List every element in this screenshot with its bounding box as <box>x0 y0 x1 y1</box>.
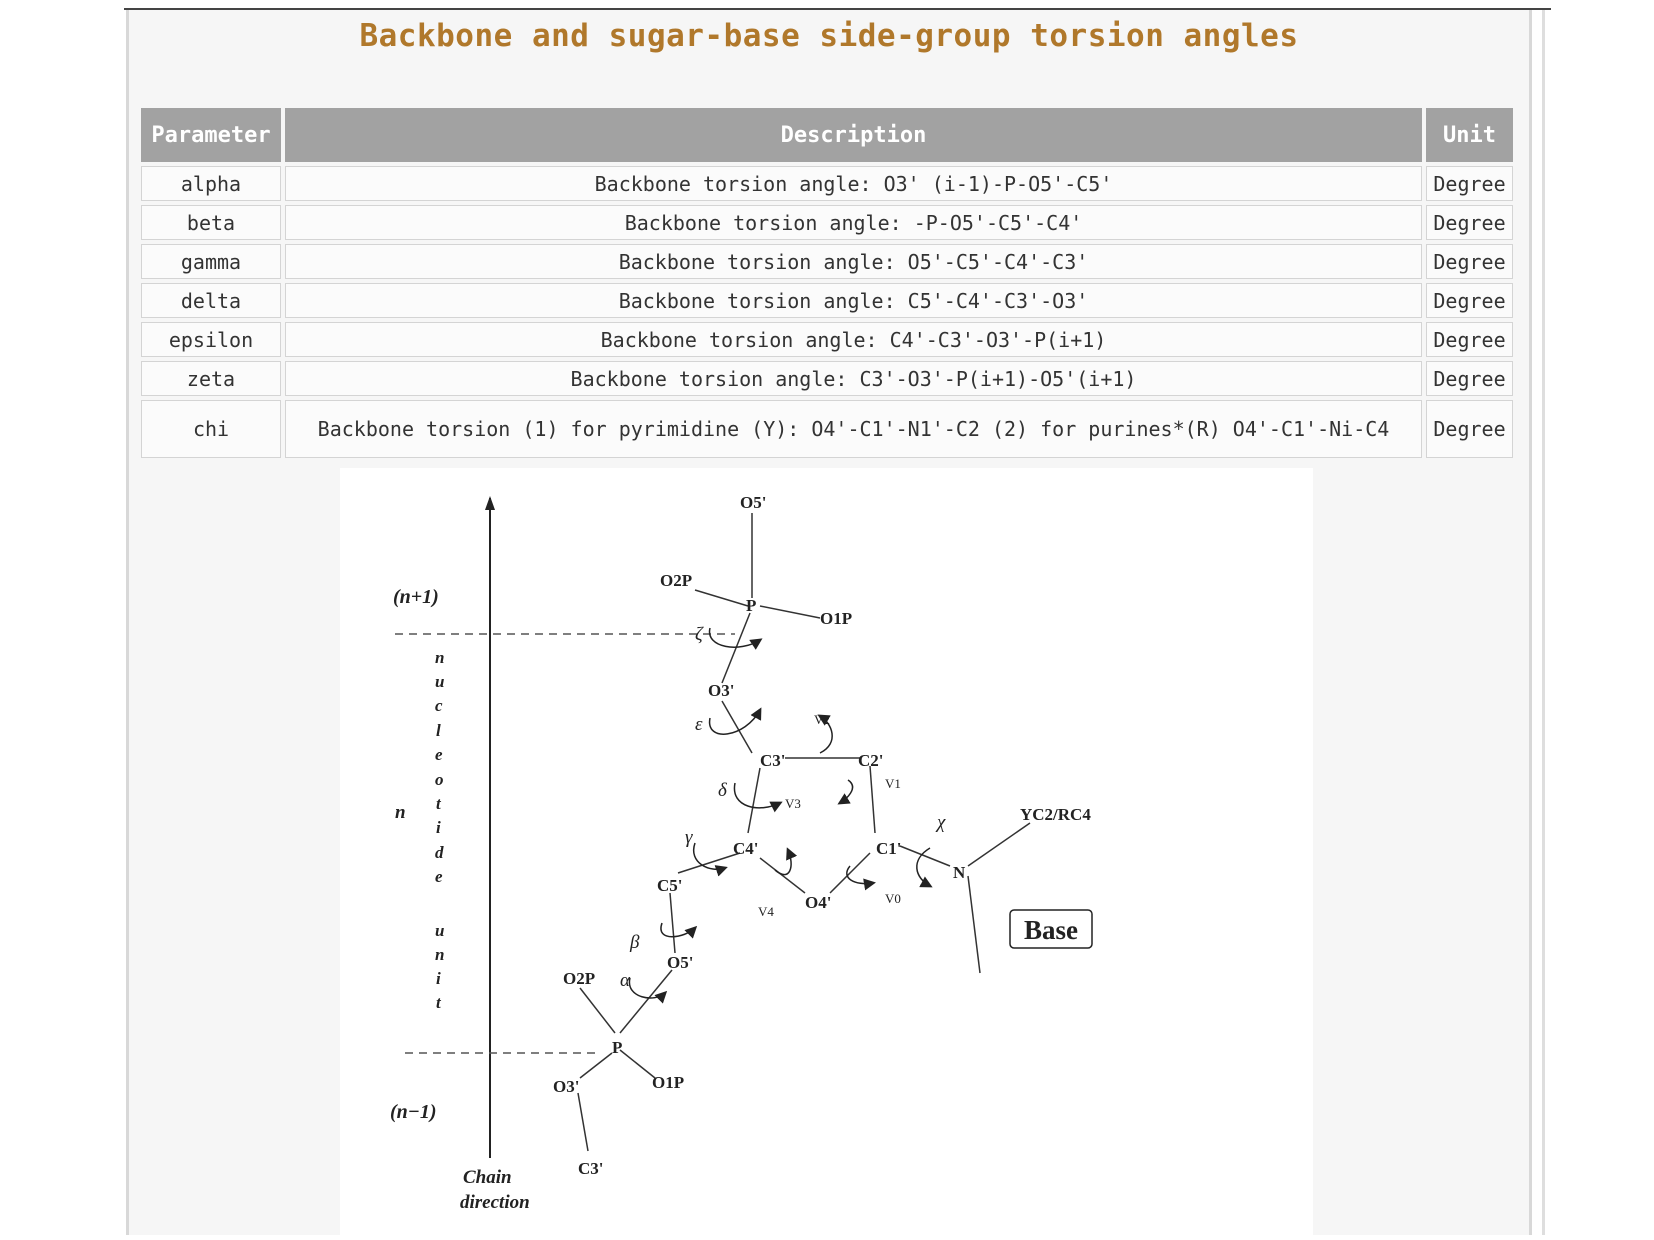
unit-letter: e <box>435 867 443 886</box>
header-unit[interactable]: Unit <box>1426 108 1513 162</box>
atom-label: O5' <box>667 953 693 972</box>
nucleotide-diagram: (n+1) (n−1) n n u c l e o t i d e u n i … <box>340 468 1313 1235</box>
direction-label: direction <box>460 1192 530 1213</box>
gamma-label: γ <box>685 827 693 848</box>
table-header-row: Parameter Description Unit <box>141 108 1513 162</box>
page-title: Backbone and sugar-base side-group torsi… <box>359 18 1299 54</box>
parameter-cell: gamma <box>141 244 281 279</box>
description-cell: Backbone torsion angle: C5'-C4'-C3'-O3' <box>285 283 1422 318</box>
atom-label: C3' <box>578 1159 604 1178</box>
atom-label: YC2/RC4 <box>1020 805 1091 824</box>
nucleotide-diagram-svg: (n+1) (n−1) n n u c l e o t i d e u n i … <box>390 493 1093 1213</box>
parameter-cell: delta <box>141 283 281 318</box>
atom-label: O4' <box>805 893 831 912</box>
alpha-label: α <box>620 970 631 991</box>
outer-rule <box>1542 10 1545 1235</box>
atom-label: N <box>953 863 966 882</box>
unit-letter: t <box>436 993 442 1012</box>
v3-label: V3 <box>785 796 801 811</box>
atom-label: O1P <box>820 609 852 628</box>
description-cell: Backbone torsion angle: O5'-C5'-C4'-C3' <box>285 244 1422 279</box>
epsilon-label: ε <box>695 714 703 735</box>
unit-cell: Degree <box>1426 283 1513 318</box>
torsion-labels: ζ ε δ γ β α χ <box>620 624 946 991</box>
unit-cell: Degree <box>1426 205 1513 240</box>
chain-label: Chain <box>463 1167 512 1188</box>
table-row: delta Backbone torsion angle: C5'-C4'-C3… <box>141 283 1513 318</box>
atom-label: P <box>746 596 756 615</box>
beta-label: β <box>629 932 640 953</box>
v4-label: V4 <box>758 904 774 919</box>
description-cell: Backbone torsion angle: -P-O5'-C5'-C4' <box>285 205 1422 240</box>
atom-label: O5' <box>740 493 766 512</box>
atom-labels: O5' O2P P O1P O3' C3' C2' C4' C1' O4' C5… <box>553 493 1091 1178</box>
delta-label: δ <box>718 780 728 801</box>
unit-letter: i <box>436 969 441 988</box>
table-row: chi Backbone torsion (1) for pyrimidine … <box>141 400 1513 458</box>
header-description[interactable]: Description <box>285 108 1422 162</box>
unit-letter: u <box>435 672 444 691</box>
table-row: beta Backbone torsion angle: -P-O5'-C5'-… <box>141 205 1513 240</box>
top-rule <box>124 8 1551 10</box>
unit-letter: i <box>436 818 441 837</box>
bond-lines <box>577 513 1031 1152</box>
base-label: Base <box>1024 915 1078 945</box>
unit-letter: d <box>435 843 444 862</box>
parameter-cell: beta <box>141 205 281 240</box>
atom-label: O2P <box>563 969 595 988</box>
parameter-cell: epsilon <box>141 322 281 357</box>
parameter-cell: alpha <box>141 166 281 201</box>
atom-label: C5' <box>657 876 683 895</box>
atom-label: O3' <box>708 681 734 700</box>
atom-label: C4' <box>733 839 759 858</box>
unit-cell: Degree <box>1426 244 1513 279</box>
parameter-cell: chi <box>141 400 281 458</box>
atom-label: C3' <box>760 751 786 770</box>
description-cell: Backbone torsion angle: O3' (i-1)-P-O5'-… <box>285 166 1422 201</box>
unit-letter: n <box>435 945 444 964</box>
nucleotide-unit-letters: n u c l e o t i d e u n i t <box>435 648 444 1012</box>
table-row: alpha Backbone torsion angle: O3' (i-1)-… <box>141 166 1513 201</box>
unit-cell: Degree <box>1426 361 1513 396</box>
parameter-cell: zeta <box>141 361 281 396</box>
v1-label: V1 <box>885 776 901 791</box>
atom-label: O3' <box>553 1077 579 1096</box>
unit-letter: c <box>435 696 443 715</box>
unit-letter: o <box>435 770 444 789</box>
base-box <box>1009 909 1093 949</box>
unit-letter: e <box>435 745 443 764</box>
atom-label: O1P <box>652 1073 684 1092</box>
description-cell: Backbone torsion (1) for pyrimidine (Y):… <box>285 400 1422 458</box>
n-minus-1-label: (n−1) <box>390 1101 437 1123</box>
description-cell: Backbone torsion angle: C3'-O3'-P(i+1)-O… <box>285 361 1422 396</box>
unit-letter: t <box>436 794 442 813</box>
n-label: n <box>395 802 406 823</box>
table-row: gamma Backbone torsion angle: O5'-C5'-C4… <box>141 244 1513 279</box>
v2-label: V2 <box>814 712 830 727</box>
atom-label: P <box>612 1038 622 1057</box>
unit-letter: n <box>435 648 444 667</box>
unit-letter: u <box>435 921 444 940</box>
unit-letter: l <box>436 721 441 740</box>
unit-cell: Degree <box>1426 166 1513 201</box>
chi-label: χ <box>935 812 946 833</box>
atom-label: C1' <box>876 839 902 858</box>
atom-label: C2' <box>858 751 884 770</box>
zeta-label: ζ <box>695 624 704 645</box>
table-row: zeta Backbone torsion angle: C3'-O3'-P(i… <box>141 361 1513 396</box>
v0-label: V0 <box>885 891 901 906</box>
unit-cell: Degree <box>1426 400 1513 458</box>
table-row: epsilon Backbone torsion angle: C4'-C3'-… <box>141 322 1513 357</box>
n-plus-1-label: (n+1) <box>393 586 439 608</box>
description-cell: Backbone torsion angle: C4'-C3'-O3'-P(i+… <box>285 322 1422 357</box>
chain-direction-arrowhead <box>485 496 495 510</box>
ring-torsion-labels: V2 V1 V3 V0 V4 <box>758 712 901 919</box>
atom-label: O2P <box>660 571 692 590</box>
header-parameter[interactable]: Parameter <box>141 108 281 162</box>
unit-cell: Degree <box>1426 322 1513 357</box>
torsion-arrows <box>628 627 933 1004</box>
torsion-table: Parameter Description Unit alpha Backbon… <box>137 104 1517 462</box>
